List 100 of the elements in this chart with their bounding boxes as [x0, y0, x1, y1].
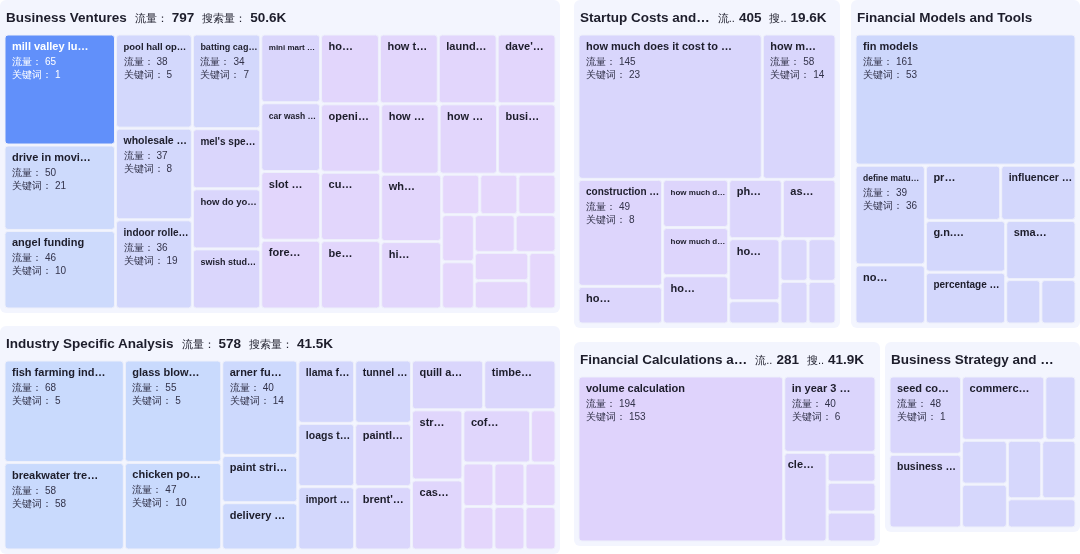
- category-label: indoor rolle…: [123, 226, 189, 238]
- data-label: 48: [930, 398, 942, 409]
- text: 流量：: [586, 201, 616, 213]
- category-label: in year 3 …: [791, 382, 851, 394]
- text: Financial Calculations a…: [580, 352, 748, 367]
- text: 搜..: [769, 12, 787, 24]
- data-label: 5: [175, 395, 182, 406]
- series-label: 流量：: [12, 56, 42, 67]
- text: 关键词：: [770, 69, 811, 80]
- category-label: influencer …: [1008, 171, 1073, 184]
- category-label: paint stri…: [229, 461, 288, 474]
- category-label: llama f…: [305, 366, 350, 378]
- series-label: 关键词：: [12, 395, 52, 406]
- category-label: arner fu…: [229, 366, 282, 378]
- category-label: hi…: [388, 247, 410, 260]
- category-label: cle…: [787, 458, 815, 471]
- text: 流量：: [12, 167, 42, 179]
- category-label: delivery …: [229, 508, 286, 521]
- category-label: car wash …: [268, 110, 317, 121]
- category-label: be…: [328, 246, 353, 259]
- category-label: how …: [388, 109, 425, 122]
- text: Business Strategy and …: [891, 352, 1054, 367]
- data-label: 6: [834, 411, 841, 422]
- series-label: 流量：: [12, 382, 42, 393]
- category-label: mel's spe…: [200, 135, 256, 147]
- category-label: pool hall op…: [123, 41, 187, 52]
- category-label: define matu…: [863, 173, 920, 184]
- text: 关键词：: [132, 497, 173, 509]
- data-label: 50: [45, 167, 57, 179]
- category-label: as…: [790, 185, 814, 198]
- series-label: 关键词：: [863, 69, 903, 80]
- text: 关键词：: [791, 411, 832, 422]
- category-label: ho…: [328, 40, 354, 52]
- data-label: 194: [619, 398, 637, 409]
- category-label: swish stud…: [200, 256, 256, 267]
- text: 流..: [755, 354, 773, 366]
- category-label: breakwater tre…: [12, 468, 99, 481]
- text: Industry Specific Analysis: [6, 336, 174, 351]
- category-label: how …: [447, 109, 484, 122]
- category-label: glass blow…: [132, 366, 200, 378]
- data-label: 58: [55, 497, 67, 509]
- text: 流量：: [132, 484, 163, 496]
- text: 关键词：: [12, 497, 52, 509]
- data-label: 65: [45, 56, 57, 67]
- text: 搜索量：: [249, 338, 294, 350]
- data-label: 36: [906, 200, 918, 212]
- text: 流量：: [791, 398, 822, 409]
- text: 流量：: [123, 56, 154, 67]
- text: 281: [776, 352, 800, 367]
- category-label: str…: [419, 415, 445, 428]
- text: 关键词：: [12, 180, 52, 192]
- text: 19.6K: [790, 10, 827, 25]
- data-label: 19: [166, 254, 179, 266]
- data-label: 39: [896, 187, 908, 199]
- category-label: fore…: [268, 246, 301, 259]
- text: Financial Models and Tools: [857, 10, 1033, 25]
- text: 关键词：: [863, 200, 903, 212]
- text: 流..: [717, 12, 735, 24]
- data-label: 1: [55, 69, 61, 80]
- category-label: import …: [305, 493, 350, 505]
- text: 50.6K: [250, 10, 287, 25]
- category-label: loags t…: [305, 429, 351, 442]
- data-label: 55: [165, 382, 177, 393]
- category-label: how much does it cost to …: [586, 40, 733, 52]
- category-label: how much d…: [670, 236, 726, 246]
- text: 流量：: [181, 338, 215, 350]
- text: 流量：: [770, 56, 801, 67]
- series-label: 关键词：: [897, 411, 937, 422]
- data-label: 14: [813, 69, 825, 80]
- data-label: 10: [55, 265, 67, 277]
- category-label: g.n.…: [933, 226, 964, 239]
- text: 流量：: [123, 241, 154, 253]
- category-label: slot …: [268, 177, 303, 190]
- category-label: ph…: [736, 185, 762, 198]
- data-label: 21: [55, 180, 67, 192]
- data-label: 5: [55, 395, 61, 406]
- data-label: 49: [619, 201, 631, 213]
- category-label: timbe…: [491, 366, 533, 378]
- category-label: percentage …: [933, 279, 1000, 291]
- category-label: fin models: [863, 40, 919, 52]
- category-label: volume calculation: [586, 382, 686, 394]
- category-label: how t…: [387, 40, 428, 52]
- series-label: 流量：: [586, 56, 616, 67]
- text: 关键词：: [229, 395, 270, 406]
- category-label: angel funding: [12, 236, 85, 249]
- text: 关键词：: [123, 163, 164, 175]
- data-label: 1: [940, 411, 946, 422]
- data-label: 161: [896, 56, 914, 67]
- category-label: seed co…: [897, 382, 949, 394]
- series-label: 流量：: [586, 398, 616, 409]
- category-label: openi…: [328, 109, 369, 122]
- category-label: sma…: [1013, 226, 1047, 239]
- text: 关键词：: [200, 69, 241, 80]
- data-label: 38: [156, 56, 169, 67]
- data-label: 34: [233, 56, 245, 67]
- data-label: 68: [45, 382, 57, 393]
- data-label: 5: [166, 69, 173, 80]
- category-label: how m…: [770, 40, 817, 52]
- category-label: how do yo…: [200, 195, 257, 207]
- series-label: 关键词：: [586, 411, 626, 422]
